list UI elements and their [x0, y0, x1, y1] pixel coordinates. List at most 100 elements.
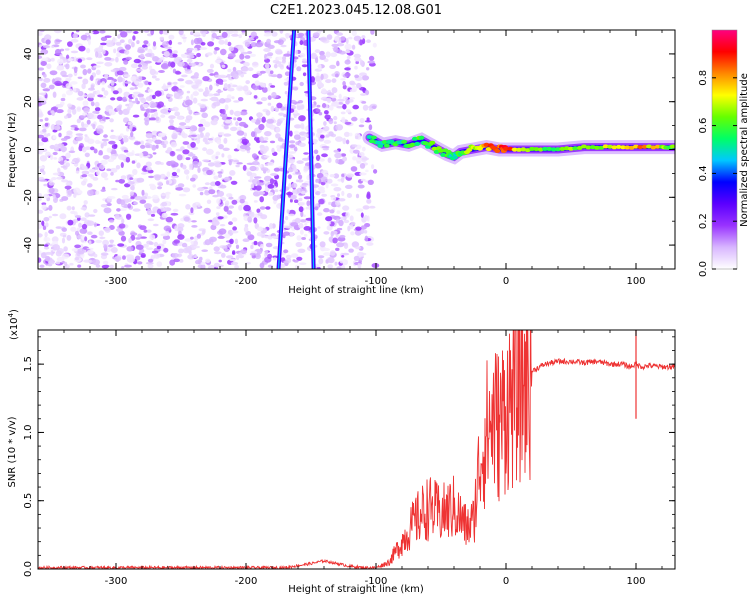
noise-speckle — [50, 154, 54, 161]
noise-speckle — [324, 110, 329, 115]
noise-speckle — [251, 118, 257, 123]
noise-speckle — [115, 41, 122, 46]
noise-speckle — [289, 144, 296, 148]
noise-speckle — [60, 97, 66, 102]
noise-speckle — [115, 179, 120, 183]
noise-speckle — [87, 189, 94, 197]
noise-speckle — [144, 80, 150, 86]
noise-speckle — [194, 112, 201, 116]
noise-speckle — [212, 218, 216, 223]
noise-speckle — [326, 178, 333, 184]
noise-speckle — [62, 234, 67, 238]
carrier-point — [414, 141, 421, 146]
noise-speckle — [297, 179, 304, 183]
noise-speckle — [198, 127, 203, 133]
noise-speckle — [259, 262, 265, 269]
noise-speckle — [293, 87, 299, 91]
noise-speckle — [43, 244, 49, 247]
noise-speckle — [133, 80, 140, 85]
noise-speckle — [351, 30, 357, 37]
noise-speckle — [360, 178, 366, 182]
noise-speckle — [102, 155, 110, 160]
noise-speckle — [90, 234, 98, 239]
noise-speckle — [231, 96, 235, 100]
noise-speckle — [107, 158, 115, 163]
noise-speckle — [182, 149, 190, 155]
noise-speckle — [301, 190, 306, 195]
noise-speckle — [236, 130, 245, 136]
noise-speckle — [137, 82, 144, 88]
noise-speckle — [366, 67, 370, 71]
noise-speckle — [303, 226, 312, 231]
noise-speckle — [170, 141, 178, 148]
noise-speckle — [89, 31, 94, 34]
noise-speckle — [317, 255, 325, 259]
noise-speckle — [161, 64, 168, 69]
noise-speckle — [207, 41, 215, 47]
noise-speckle — [206, 52, 213, 56]
noise-speckle — [238, 204, 243, 211]
noise-speckle — [157, 186, 163, 190]
noise-speckle — [137, 233, 142, 238]
noise-speckle — [317, 80, 323, 88]
noise-speckle — [151, 75, 157, 79]
noise-speckle — [99, 30, 106, 34]
noise-speckle — [299, 262, 307, 266]
noise-speckle — [80, 217, 87, 221]
noise-speckle — [38, 197, 42, 202]
noise-speckle — [367, 60, 376, 64]
noise-speckle — [200, 30, 208, 35]
noise-speckle — [169, 259, 176, 266]
noise-speckle — [293, 169, 299, 173]
noise-speckle — [298, 197, 303, 202]
noise-speckle — [230, 180, 238, 185]
noise-speckle — [370, 30, 375, 35]
noise-speckle — [361, 157, 370, 161]
noise-speckle — [329, 95, 337, 99]
noise-speckle — [150, 30, 155, 36]
noise-speckle — [321, 88, 327, 94]
noise-speckle — [133, 141, 141, 146]
noise-speckle — [115, 56, 119, 63]
noise-speckle — [191, 225, 198, 228]
noise-speckle — [149, 68, 156, 76]
noise-speckle — [240, 67, 249, 72]
noise-speckle — [270, 74, 278, 78]
noise-speckle — [41, 57, 48, 61]
noise-speckle — [284, 78, 291, 81]
noise-speckle — [44, 246, 50, 250]
noise-speckle — [331, 87, 338, 94]
noise-speckle — [361, 146, 366, 152]
noise-speckle — [97, 114, 103, 120]
noise-speckle — [219, 98, 226, 104]
noise-speckle — [73, 66, 78, 74]
noise-speckle — [77, 76, 83, 80]
noise-speckle — [287, 174, 292, 180]
noise-speckle — [226, 74, 231, 78]
noise-speckle — [344, 59, 351, 65]
noise-speckle — [290, 222, 299, 227]
noise-speckle — [183, 169, 190, 175]
noise-speckle — [214, 47, 220, 51]
noise-speckle — [216, 206, 221, 210]
noise-speckle — [217, 171, 223, 174]
noise-speckle — [251, 153, 258, 159]
noise-speckle — [328, 131, 334, 137]
noise-speckle — [334, 36, 340, 42]
noise-speckle — [342, 96, 348, 101]
noise-speckle — [59, 48, 65, 52]
noise-speckle — [218, 173, 222, 178]
noise-speckle — [215, 212, 220, 216]
noise-speckle — [177, 78, 185, 82]
noise-speckle — [84, 212, 90, 218]
noise-speckle — [93, 148, 98, 154]
noise-speckle — [345, 38, 349, 44]
noise-speckle — [192, 91, 199, 97]
noise-speckle — [127, 181, 135, 185]
noise-speckle — [93, 208, 98, 214]
spectrogram-plot-area — [38, 30, 675, 269]
noise-speckle — [329, 64, 336, 69]
noise-speckle — [214, 59, 222, 64]
carrier-point — [529, 146, 535, 151]
noise-speckle — [298, 222, 304, 229]
